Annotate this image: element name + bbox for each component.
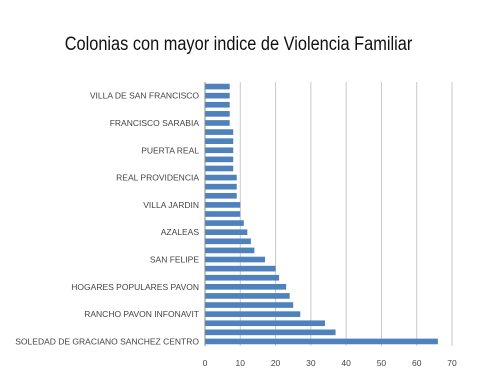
bar: [205, 284, 287, 290]
x-tick-label: 60: [412, 358, 422, 368]
category-labels: SOLEDAD DE GRACIANO SANCHEZ CENTRO RANCHO…: [15, 91, 199, 347]
bar: [205, 274, 280, 281]
bar: [205, 174, 237, 181]
category-label: VILLA DE SAN FRANCISCO: [90, 91, 200, 101]
bar: [205, 229, 248, 236]
x-tick-label: 40: [341, 358, 351, 368]
bar: [205, 220, 244, 226]
category-label: AZALEAS: [161, 227, 200, 237]
chart-title: Colonias con mayor indice de Violencia F…: [64, 34, 413, 55]
bar: [205, 329, 336, 336]
bar: [205, 101, 230, 108]
category-label: SAN FELIPE: [150, 255, 199, 265]
x-tick-label: 0: [203, 358, 208, 368]
bar: [205, 202, 241, 208]
bar: [205, 183, 237, 190]
bar: [205, 120, 230, 126]
grid-lines: [239, 82, 453, 346]
x-tick-label: 70: [447, 358, 457, 368]
category-label: FRANCISCO SARABIA: [110, 118, 200, 128]
bar: [205, 92, 230, 99]
category-label: HOGARES POPULARES PAVON: [71, 282, 199, 292]
bar: [205, 211, 241, 217]
bar: [205, 238, 251, 245]
bar: [205, 338, 438, 345]
category-label: REAL PROVIDENCIA: [116, 173, 199, 183]
bar: [205, 293, 290, 299]
bar: [205, 265, 276, 272]
bar: [205, 256, 265, 263]
bar: [205, 320, 325, 327]
category-label: PUERTA REAL: [141, 145, 199, 155]
bar: [205, 147, 234, 154]
x-tick-label: 50: [377, 358, 387, 368]
bar: [205, 83, 230, 90]
bar: [205, 129, 234, 135]
x-tick-label: 30: [306, 358, 316, 368]
bar: [205, 156, 234, 163]
bar: [205, 138, 234, 144]
bars: [205, 83, 438, 345]
bar: [205, 311, 301, 317]
category-label: SOLEDAD DE GRACIANO SANCHEZ CENTRO: [15, 336, 199, 346]
category-label: RANCHO PAVON INFONAVIT: [84, 309, 199, 319]
x-tick-label: 10: [236, 358, 246, 368]
x-tick-label: 20: [271, 358, 281, 368]
bar: [205, 247, 255, 254]
bar: [205, 111, 230, 117]
bar: [205, 302, 294, 308]
x-tick-labels: 0 10 20 30 40 50 60 70: [203, 358, 457, 368]
bar: [205, 165, 234, 172]
bar: [205, 192, 237, 199]
category-label: VILLA JARDIN: [143, 200, 199, 210]
